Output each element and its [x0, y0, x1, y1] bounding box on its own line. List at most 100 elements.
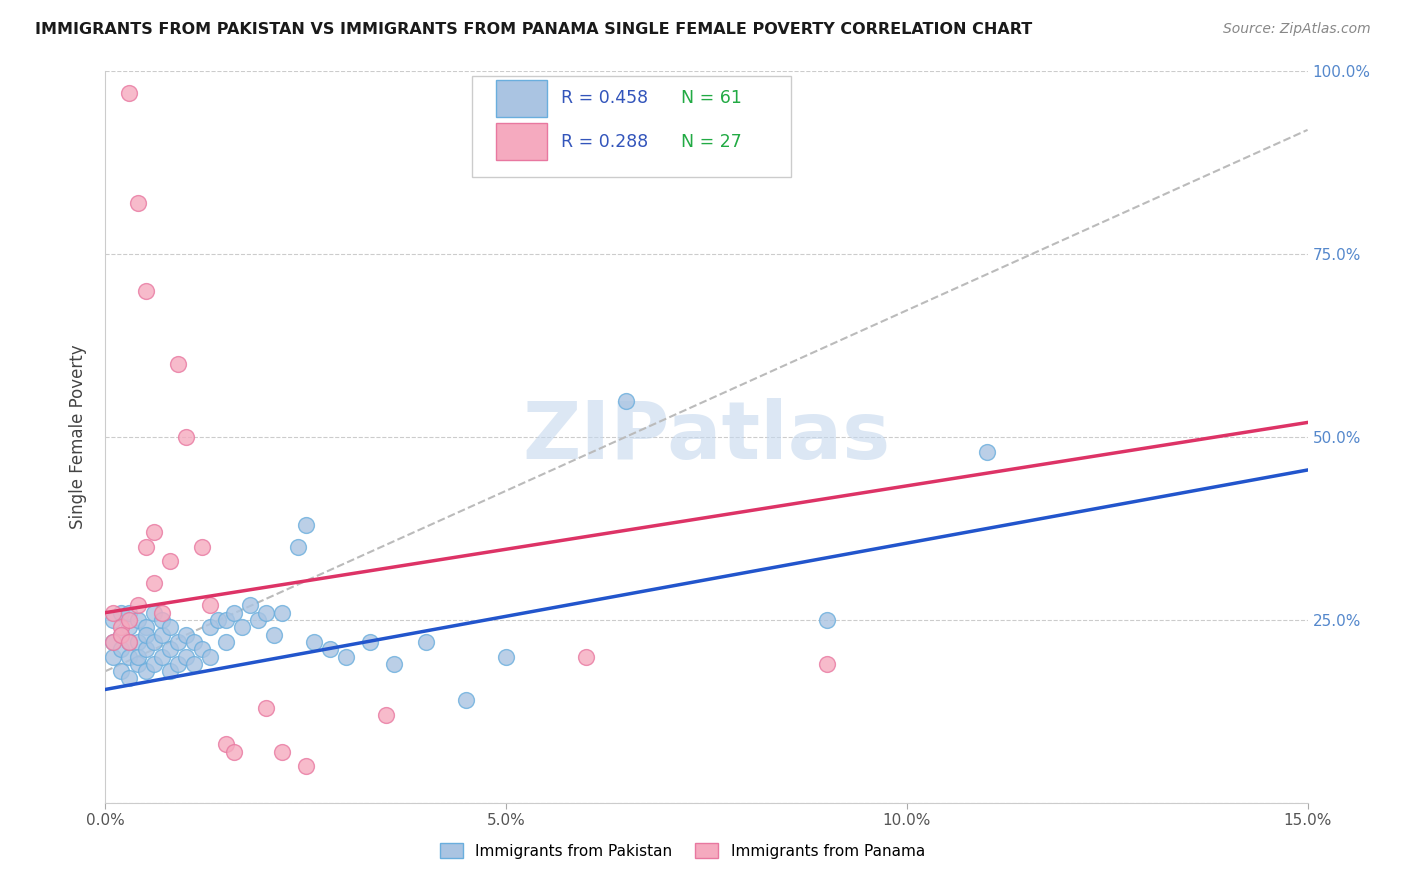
Point: [118, 649, 141, 664]
Point: [159, 554, 181, 568]
FancyBboxPatch shape: [496, 80, 547, 117]
Point: [616, 393, 638, 408]
Point: [214, 737, 236, 751]
Point: [127, 657, 149, 671]
Point: [190, 642, 212, 657]
Point: [166, 357, 188, 371]
Point: [118, 606, 141, 620]
Point: [150, 627, 173, 641]
Point: [110, 627, 132, 641]
Point: [150, 606, 173, 620]
Point: [302, 635, 325, 649]
Point: [222, 606, 245, 620]
Legend: Immigrants from Pakistan, Immigrants from Panama: Immigrants from Pakistan, Immigrants fro…: [434, 837, 931, 864]
Point: [183, 657, 205, 671]
Point: [118, 620, 141, 634]
Point: [374, 708, 398, 723]
Point: [135, 620, 157, 634]
Point: [190, 540, 212, 554]
Text: N = 61: N = 61: [682, 89, 742, 107]
Point: [335, 649, 357, 664]
Point: [454, 693, 477, 707]
Point: [575, 649, 598, 664]
Point: [231, 620, 253, 634]
Point: [246, 613, 269, 627]
Point: [198, 620, 221, 634]
Point: [110, 642, 132, 657]
Point: [214, 613, 236, 627]
Text: ZIPatlas: ZIPatlas: [523, 398, 890, 476]
Point: [110, 620, 132, 634]
Point: [159, 642, 181, 657]
Point: [254, 606, 277, 620]
Point: [127, 649, 149, 664]
Point: [198, 599, 221, 613]
Point: [239, 599, 262, 613]
Point: [142, 525, 165, 540]
Point: [135, 540, 157, 554]
Point: [110, 664, 132, 678]
Point: [103, 635, 125, 649]
Point: [319, 642, 342, 657]
FancyBboxPatch shape: [496, 123, 547, 160]
Point: [142, 576, 165, 591]
Point: [135, 627, 157, 641]
Point: [295, 759, 318, 773]
Point: [166, 635, 188, 649]
Text: IMMIGRANTS FROM PAKISTAN VS IMMIGRANTS FROM PANAMA SINGLE FEMALE POVERTY CORRELA: IMMIGRANTS FROM PAKISTAN VS IMMIGRANTS F…: [35, 22, 1032, 37]
Text: N = 27: N = 27: [682, 133, 742, 151]
Point: [254, 700, 277, 714]
Point: [118, 613, 141, 627]
Point: [166, 657, 188, 671]
Point: [174, 627, 197, 641]
Point: [103, 635, 125, 649]
Point: [142, 606, 165, 620]
Point: [118, 635, 141, 649]
Point: [207, 613, 229, 627]
Point: [976, 444, 998, 458]
Point: [815, 613, 838, 627]
Point: [415, 635, 437, 649]
Point: [815, 657, 838, 671]
FancyBboxPatch shape: [472, 77, 790, 178]
Point: [127, 599, 149, 613]
Point: [103, 613, 125, 627]
Point: [118, 672, 141, 686]
Point: [135, 284, 157, 298]
Point: [142, 657, 165, 671]
Point: [495, 649, 517, 664]
Point: [127, 635, 149, 649]
Text: R = 0.288: R = 0.288: [561, 133, 648, 151]
Point: [135, 642, 157, 657]
Point: [142, 635, 165, 649]
Point: [295, 517, 318, 532]
Point: [110, 606, 132, 620]
Point: [159, 664, 181, 678]
Point: [270, 745, 292, 759]
Point: [110, 627, 132, 641]
Point: [198, 649, 221, 664]
Point: [103, 606, 125, 620]
Point: [150, 649, 173, 664]
Point: [263, 627, 285, 641]
Point: [174, 430, 197, 444]
Point: [118, 635, 141, 649]
Text: Source: ZipAtlas.com: Source: ZipAtlas.com: [1223, 22, 1371, 37]
Point: [359, 635, 381, 649]
Point: [214, 635, 236, 649]
Point: [174, 649, 197, 664]
Point: [222, 745, 245, 759]
Point: [270, 606, 292, 620]
Text: R = 0.458: R = 0.458: [561, 89, 648, 107]
Point: [287, 540, 309, 554]
Point: [127, 196, 149, 211]
Point: [150, 613, 173, 627]
Point: [118, 87, 141, 101]
Point: [382, 657, 405, 671]
Point: [103, 649, 125, 664]
Y-axis label: Single Female Poverty: Single Female Poverty: [69, 345, 87, 529]
Point: [159, 620, 181, 634]
Point: [135, 664, 157, 678]
Point: [183, 635, 205, 649]
Point: [127, 613, 149, 627]
